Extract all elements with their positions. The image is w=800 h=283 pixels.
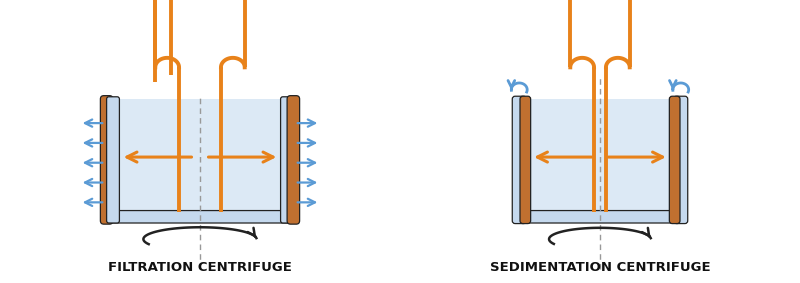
FancyBboxPatch shape	[106, 97, 119, 223]
FancyBboxPatch shape	[107, 211, 293, 223]
FancyBboxPatch shape	[117, 99, 283, 221]
Text: FILTRATION CENTRIFUGE: FILTRATION CENTRIFUGE	[108, 261, 292, 274]
FancyBboxPatch shape	[512, 96, 526, 224]
FancyBboxPatch shape	[670, 96, 680, 224]
FancyBboxPatch shape	[518, 211, 682, 223]
FancyBboxPatch shape	[674, 96, 688, 224]
FancyBboxPatch shape	[287, 96, 300, 224]
FancyBboxPatch shape	[520, 96, 530, 224]
FancyBboxPatch shape	[527, 99, 673, 221]
FancyBboxPatch shape	[281, 97, 294, 223]
FancyBboxPatch shape	[100, 96, 113, 224]
Text: SEDIMENTATION CENTRIFUGE: SEDIMENTATION CENTRIFUGE	[490, 261, 710, 274]
